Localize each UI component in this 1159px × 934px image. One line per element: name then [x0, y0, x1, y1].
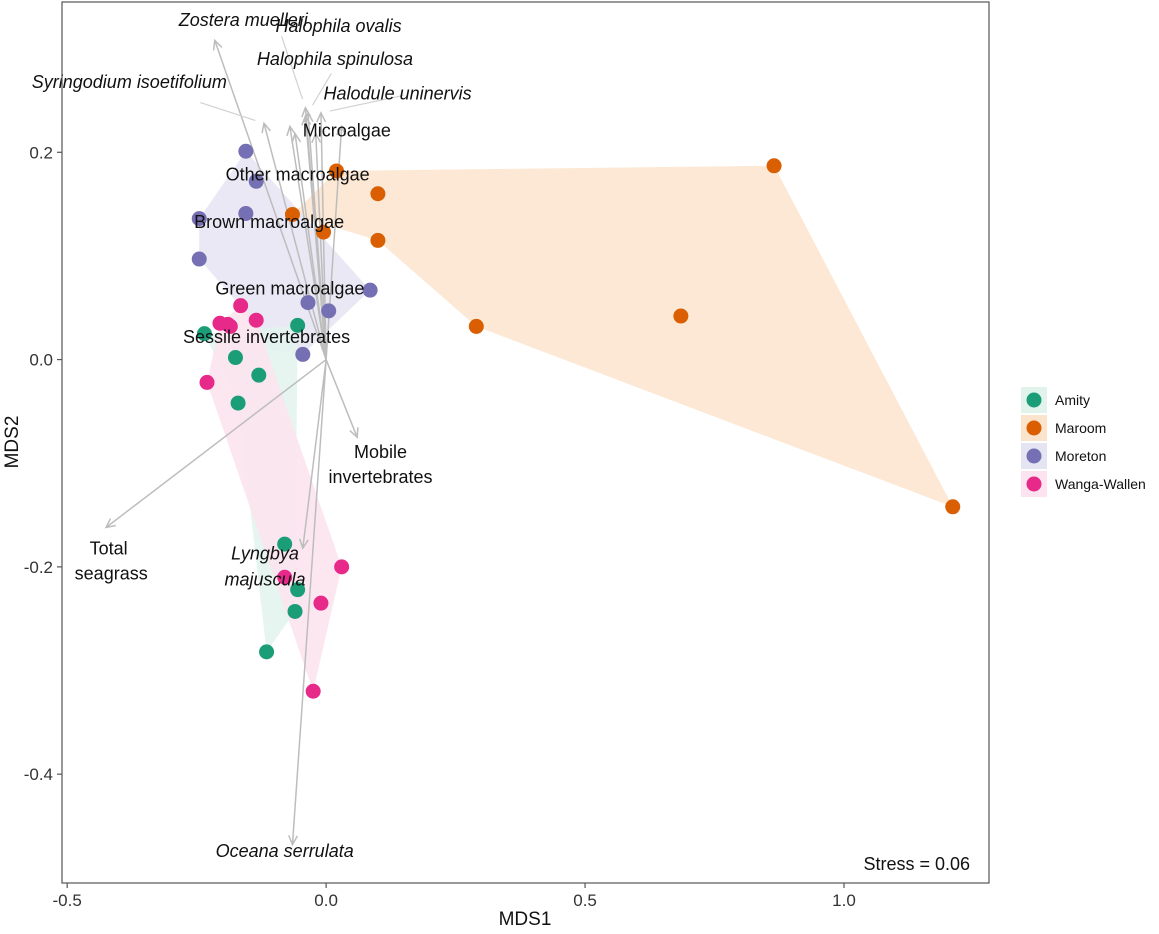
- point-moreton-5: [191, 251, 207, 267]
- vector-mobile-invertebrates: [325, 359, 359, 439]
- point-layer: [191, 143, 961, 699]
- y-tick-label: -0.4: [24, 765, 53, 784]
- vector-label-halodule-uninervis: Halodule uninervis: [324, 83, 472, 103]
- vector-oceana-serrulata: [288, 359, 327, 847]
- x-tick-label: 1.0: [832, 891, 856, 910]
- legend-label: Amity: [1055, 392, 1090, 408]
- vector-label-mobile-invertebrates: Mobile invertebrates: [328, 442, 432, 487]
- point-amity-4: [230, 395, 246, 411]
- vector-label-lyngbya-majuscula: Lyngbya majuscula: [224, 544, 305, 590]
- leader-line: [200, 101, 256, 122]
- point-wanga-wallen-8: [277, 569, 293, 585]
- point-maroom-5: [370, 232, 386, 248]
- point-wanga-wallen-5: [248, 312, 264, 328]
- point-moreton-3: [191, 211, 207, 227]
- point-moreton-2: [248, 173, 264, 189]
- legend-marker: [1026, 448, 1042, 464]
- legend-item-maroom: Maroom: [1021, 415, 1106, 441]
- y-tick-label: 0.2: [29, 143, 53, 162]
- legend-label: Wanga-Wallen: [1055, 476, 1146, 492]
- legend-marker: [1026, 420, 1042, 436]
- vector-label-syringodium-isoetifolium: Syringodium isoetifolium: [32, 72, 227, 92]
- point-moreton-9: [295, 346, 311, 362]
- point-wanga-wallen-6: [199, 374, 215, 390]
- point-maroom-4: [316, 224, 332, 240]
- leader-line: [281, 36, 304, 100]
- point-maroom-7: [673, 308, 689, 324]
- point-maroom-8: [766, 158, 782, 174]
- vector-label-sessile-invertebrates: Sessile invertebrates: [183, 327, 350, 347]
- legend: Amity Maroom Moreton Wanga-Wallen: [1021, 387, 1146, 497]
- legend-item-moreton: Moreton: [1021, 443, 1106, 469]
- vector-sessile-invertebrates: [301, 114, 327, 360]
- vector-label-brown-macroalgae: Brown macroalgae: [194, 212, 344, 232]
- point-amity-9: [259, 644, 275, 660]
- leader-line: [329, 94, 404, 112]
- point-amity-1: [196, 326, 212, 342]
- x-tick-label: 0.5: [573, 891, 597, 910]
- point-wanga-wallen-7: [334, 559, 350, 575]
- point-moreton-4: [238, 205, 254, 221]
- vector-label-halophila-ovalis: Halophila ovalis: [276, 16, 402, 36]
- stress-annotation: Stress = 0.06: [863, 854, 970, 874]
- legend-label: Maroom: [1055, 420, 1106, 436]
- y-axis-ticks: -0.4 -0.2 0.0 0.2: [24, 143, 62, 784]
- vector-label-green-macroalgae: Green macroalgae: [215, 278, 364, 298]
- point-maroom-1: [328, 163, 344, 179]
- plot-panel-border: [61, 1, 990, 884]
- x-axis-ticks: -0.5 0.0 0.5 1.0: [53, 883, 856, 910]
- hull-maroom: [292, 165, 953, 507]
- point-maroom-3: [284, 206, 300, 222]
- point-wanga-wallen-9: [313, 595, 329, 611]
- x-tick-label: 0.0: [314, 891, 338, 910]
- legend-item-amity: Amity: [1021, 387, 1090, 413]
- vector-lyngbya-majuscula: [298, 359, 327, 550]
- vector-label-microalgae: Microalgae: [303, 121, 391, 141]
- y-axis-title: MDS2: [2, 416, 23, 469]
- y-tick-label: -0.2: [24, 558, 53, 577]
- point-amity-3: [251, 367, 267, 383]
- vector-syringodium-isoetifolium: [200, 101, 327, 360]
- vector-total-seagrass: [104, 358, 327, 529]
- vector-green-macroalgae: [286, 124, 327, 360]
- point-wanga-wallen-1: [233, 298, 249, 314]
- legend-marker: [1026, 392, 1042, 408]
- point-maroom-2: [370, 186, 386, 202]
- point-moreton-8: [321, 303, 337, 319]
- point-moreton-6: [362, 282, 378, 298]
- point-maroom-9: [945, 499, 961, 515]
- point-amity-2: [227, 350, 243, 366]
- point-wanga-wallen-10: [305, 683, 321, 699]
- hull-layer: [199, 151, 953, 692]
- legend-label: Moreton: [1055, 448, 1106, 464]
- x-tick-label: -0.5: [53, 891, 82, 910]
- legend-item-wanga-wallen: Wanga-Wallen: [1021, 471, 1146, 497]
- vector-label-halophila-spinulosa: Halophila spinulosa: [257, 49, 413, 69]
- vector-microalgae: [325, 124, 347, 360]
- point-amity-5: [290, 317, 306, 333]
- point-amity-6: [277, 536, 293, 552]
- vector-label-total-seagrass: Total seagrass: [75, 538, 148, 583]
- point-moreton-1: [238, 143, 254, 159]
- legend-marker: [1026, 476, 1042, 492]
- x-axis-title: MDS1: [499, 909, 552, 930]
- point-amity-7: [290, 582, 306, 598]
- leader-line: [312, 73, 332, 106]
- vector-label-other-macroalgae: Other macroalgae: [226, 164, 370, 184]
- point-amity-8: [287, 603, 303, 619]
- point-maroom-6: [468, 318, 484, 334]
- y-tick-label: 0.0: [29, 351, 53, 370]
- point-moreton-7: [300, 295, 316, 311]
- vector-other-macroalgae: [311, 131, 327, 360]
- point-wanga-wallen-4: [222, 318, 238, 334]
- vector-label-oceana-serrulata: Oceana serrulata: [216, 841, 354, 861]
- vector-label-zostera-muelleri: Zostera muelleri: [178, 10, 309, 30]
- vector-layer: [104, 36, 404, 847]
